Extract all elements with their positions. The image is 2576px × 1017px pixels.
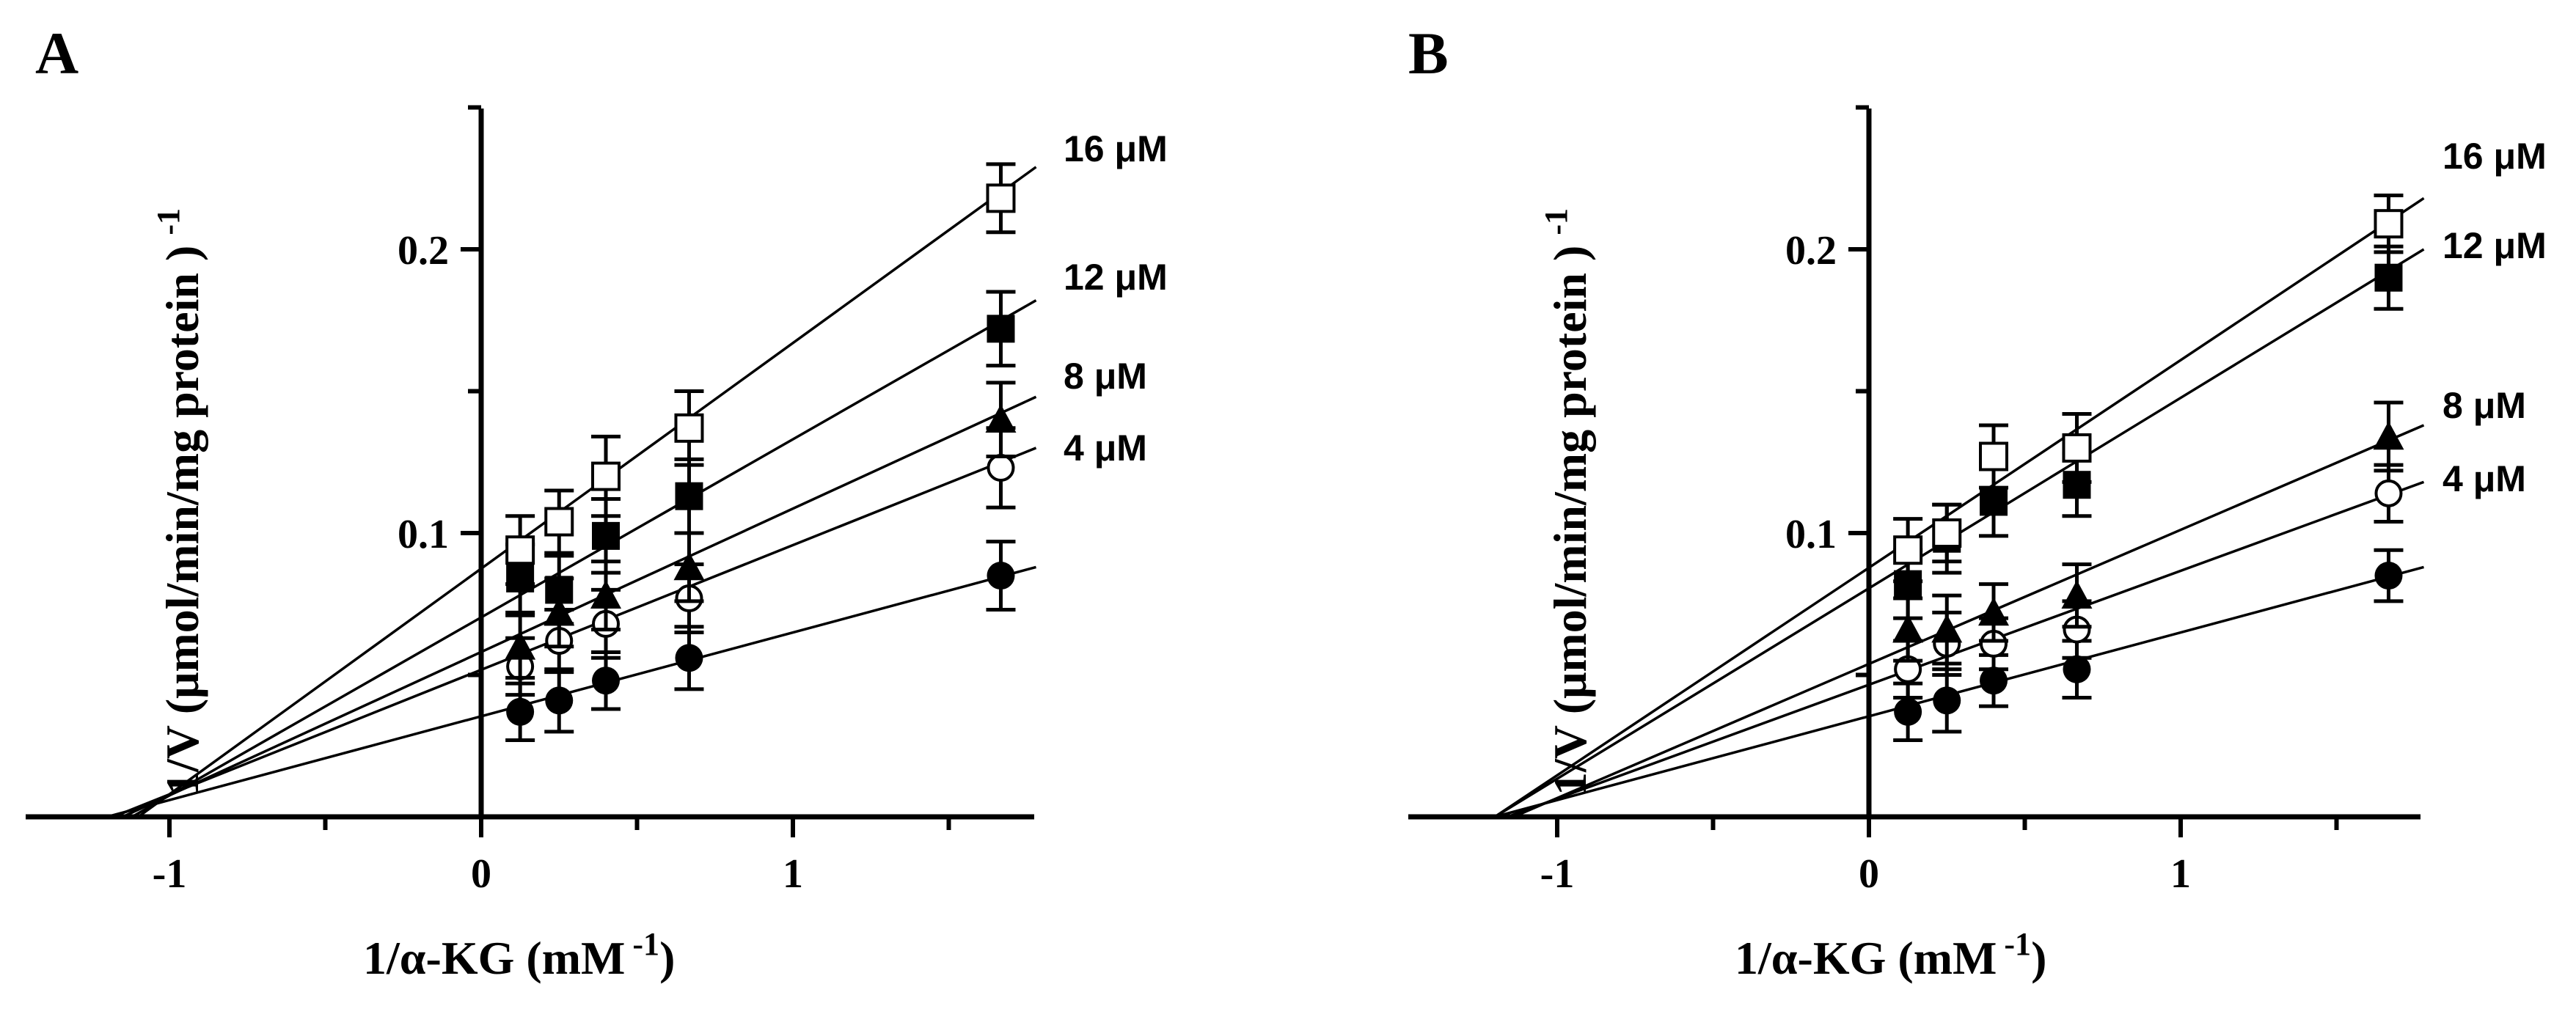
series-label: 12 μM bbox=[2443, 225, 2547, 266]
series-group: 4 μM bbox=[112, 426, 1147, 818]
data-point bbox=[2374, 562, 2403, 590]
data-point bbox=[1893, 535, 1923, 565]
data-point bbox=[985, 404, 1017, 433]
regression-line bbox=[1512, 424, 2425, 818]
data-point bbox=[1932, 518, 1962, 548]
panel-a: A-1 0 10.10.21/α-KG (mM -1)1/V (μmol/min/mg… bbox=[26, 20, 1168, 984]
y-tick-label: 0.1 bbox=[398, 512, 449, 557]
data-point bbox=[505, 631, 536, 660]
x-axis-title: 1/α-KG (mM -1) bbox=[1735, 926, 2046, 984]
series-label: 8 μM bbox=[1064, 356, 1147, 397]
series-group: 12 μM bbox=[1494, 225, 2547, 818]
data-point bbox=[591, 461, 621, 491]
data-point bbox=[1894, 697, 1922, 726]
data-point bbox=[1978, 597, 2009, 626]
series-group: 8 μM bbox=[1512, 385, 2526, 818]
x-axis-title-superscript: -1 bbox=[632, 926, 659, 962]
data-point bbox=[2373, 421, 2404, 450]
regression-line bbox=[137, 166, 1037, 818]
data-point bbox=[674, 413, 704, 443]
data-point bbox=[2374, 209, 2404, 239]
regression-line bbox=[1494, 565, 2424, 818]
y-axis-title-superscript: -1 bbox=[150, 208, 186, 235]
series-label: 8 μM bbox=[2443, 385, 2526, 426]
data-point bbox=[544, 507, 574, 537]
x-axis-title-text: 1/α-KG (mM bbox=[1735, 932, 1997, 984]
series-group: 4 μM bbox=[1507, 458, 2526, 818]
regression-line bbox=[1494, 197, 2425, 818]
y-axis-title-superscript: -1 bbox=[1538, 208, 1574, 235]
data-point bbox=[675, 644, 703, 672]
data-point bbox=[673, 551, 705, 581]
series-label: 12 μM bbox=[1064, 257, 1168, 298]
y-axis-title: 1/V (μmol/min/mg protein ) -1 bbox=[1538, 208, 1596, 796]
series-group: 16 μM bbox=[1494, 136, 2547, 818]
data-point bbox=[2374, 479, 2403, 507]
x-axis-title-close: ) bbox=[2031, 932, 2046, 984]
data-point bbox=[505, 535, 535, 565]
data-point bbox=[2061, 580, 2093, 609]
series-group: 12 μM bbox=[131, 257, 1168, 818]
data-point bbox=[545, 576, 574, 604]
series-group bbox=[1494, 548, 2424, 818]
data-point bbox=[1892, 614, 1924, 643]
x-tick-label: 0 bbox=[471, 851, 491, 897]
data-point bbox=[590, 580, 621, 609]
y-axis-title-text: 1/V (μmol/min/mg protein ) bbox=[1544, 246, 1596, 796]
x-axis-title-text: 1/α-KG (mM bbox=[363, 932, 625, 984]
data-point bbox=[2374, 263, 2403, 292]
x-tick-label: 1 bbox=[2170, 851, 2191, 897]
series-label: 4 μM bbox=[1064, 427, 1147, 469]
data-point bbox=[675, 482, 703, 510]
data-point bbox=[987, 453, 1015, 482]
data-point bbox=[1980, 667, 2008, 695]
data-point bbox=[2063, 655, 2091, 683]
x-axis-title: 1/α-KG (mM -1) bbox=[363, 926, 675, 984]
data-point bbox=[987, 562, 1015, 590]
regression-line bbox=[106, 565, 1036, 818]
x-axis-title-superscript: -1 bbox=[2004, 926, 2031, 962]
x-axis-title-close: ) bbox=[659, 932, 675, 984]
series-group bbox=[106, 540, 1036, 818]
data-point bbox=[506, 697, 535, 726]
x-tick-label: 0 bbox=[1859, 851, 1879, 897]
data-point bbox=[1933, 686, 1961, 715]
y-axis-title-text: 1/V (μmol/min/mg protein ) bbox=[156, 246, 208, 796]
regression-line bbox=[1507, 480, 2425, 818]
y-tick-label: 0.2 bbox=[398, 228, 449, 273]
data-point bbox=[1979, 441, 2008, 471]
panel-letter: A bbox=[35, 20, 78, 87]
data-point bbox=[987, 315, 1015, 343]
y-tick-label: 0.2 bbox=[1785, 228, 1837, 273]
data-point bbox=[1980, 488, 2008, 516]
x-tick-label: 1 bbox=[783, 851, 803, 897]
data-point bbox=[1931, 614, 1963, 643]
y-axis-title: 1/V (μmol/min/mg protein ) -1 bbox=[150, 208, 208, 796]
x-tick-label: -1 bbox=[153, 851, 187, 897]
series-label: 16 μM bbox=[2443, 136, 2547, 177]
y-tick-label: 0.1 bbox=[1785, 512, 1837, 557]
regression-line bbox=[131, 299, 1037, 818]
panel-letter: B bbox=[1408, 20, 1449, 87]
data-point bbox=[592, 521, 620, 550]
series-label: 4 μM bbox=[2443, 458, 2526, 499]
data-point bbox=[592, 667, 620, 695]
data-point bbox=[545, 686, 574, 715]
series-label: 16 μM bbox=[1064, 128, 1168, 169]
series-group: 16 μM bbox=[137, 128, 1168, 818]
panel-b: B-1 0 10.10.21/α-KG (mM -1)1/V (μmol/min/mg… bbox=[1408, 20, 2547, 984]
data-point bbox=[986, 183, 1016, 213]
data-point bbox=[2062, 433, 2092, 463]
regression-line bbox=[122, 395, 1037, 818]
regression-line bbox=[112, 447, 1037, 818]
x-tick-label: -1 bbox=[1540, 851, 1575, 897]
